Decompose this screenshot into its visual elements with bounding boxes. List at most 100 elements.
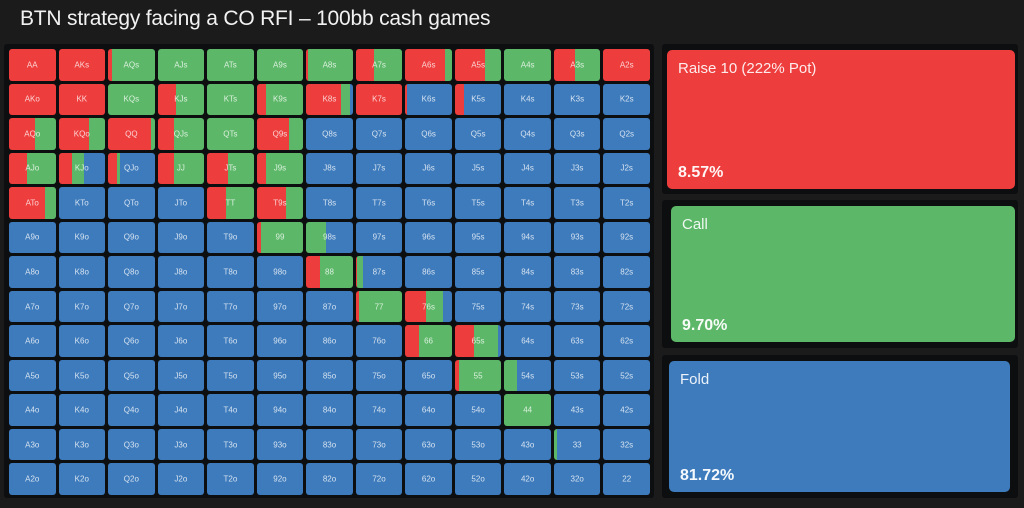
hand-cell[interactable]: A3s — [553, 49, 601, 81]
hand-cell[interactable]: QQ — [108, 118, 155, 150]
hand-cell[interactable]: AQs — [108, 49, 155, 81]
hand-cell[interactable]: 32o — [553, 463, 601, 495]
hand-cell[interactable]: Q3s — [553, 118, 601, 150]
hand-cell[interactable]: KTo — [58, 187, 106, 219]
hand-cell[interactable]: 64o — [405, 394, 452, 426]
hand-cell[interactable]: Q5s — [454, 118, 502, 150]
hand-cell[interactable]: 95s — [454, 221, 502, 254]
hand-cell[interactable]: J5s — [454, 152, 502, 185]
hand-cell[interactable]: AQo — [9, 118, 56, 150]
hand-cell[interactable]: T4o — [207, 394, 254, 426]
hand-cell[interactable]: 92o — [256, 463, 304, 495]
hand-cell[interactable]: 88 — [306, 256, 353, 288]
hand-cell[interactable]: QTs — [207, 118, 254, 150]
hand-cell[interactable]: T9o — [207, 221, 254, 254]
hand-cell[interactable]: T6s — [405, 187, 452, 219]
hand-cell[interactable]: 94o — [256, 394, 304, 426]
hand-cell[interactable]: KJo — [58, 152, 106, 185]
hand-cell[interactable]: Q4s — [504, 118, 551, 150]
hand-cell[interactable]: K3o — [58, 428, 106, 461]
hand-cell[interactable]: 54o — [454, 394, 502, 426]
hand-cell[interactable]: 87s — [355, 256, 403, 288]
hand-cell[interactable]: KQo — [58, 118, 106, 150]
hand-cell[interactable]: 44 — [504, 394, 551, 426]
hand-cell[interactable]: 32s — [603, 428, 650, 461]
hand-cell[interactable]: ATo — [9, 187, 56, 219]
hand-cell[interactable]: J4s — [504, 152, 551, 185]
hand-cell[interactable]: 42s — [603, 394, 650, 426]
hand-cell[interactable]: 42o — [504, 463, 551, 495]
hand-cell[interactable]: J8o — [157, 256, 205, 288]
hand-cell[interactable]: K8o — [58, 256, 106, 288]
hand-cell[interactable]: 55 — [454, 359, 502, 392]
hand-cell[interactable]: QJo — [108, 152, 155, 185]
hand-cell[interactable]: AKs — [58, 49, 106, 81]
hand-cell[interactable]: 63o — [405, 428, 452, 461]
hand-cell[interactable]: T9s — [256, 187, 304, 219]
hand-cell[interactable]: A4s — [504, 49, 551, 81]
hand-cell[interactable]: 73o — [355, 428, 403, 461]
hand-cell[interactable]: 97s — [355, 221, 403, 254]
hand-cell[interactable]: K8s — [306, 83, 353, 116]
hand-cell[interactable]: 82o — [306, 463, 353, 495]
hand-cell[interactable]: 99 — [256, 221, 304, 254]
hand-cell[interactable]: 43o — [504, 428, 551, 461]
hand-cell[interactable]: 93s — [553, 221, 601, 254]
hand-cell[interactable]: J7o — [157, 290, 205, 323]
hand-cell[interactable]: J2s — [603, 152, 650, 185]
hand-cell[interactable]: A9s — [256, 49, 304, 81]
hand-cell[interactable]: Q2o — [108, 463, 155, 495]
hand-cell[interactable]: KK — [58, 83, 106, 116]
hand-cell[interactable]: K7o — [58, 290, 106, 323]
hand-cell[interactable]: A6o — [9, 325, 56, 357]
hand-cell[interactable]: 82s — [603, 256, 650, 288]
hand-cell[interactable]: T5o — [207, 359, 254, 392]
hand-cell[interactable]: K9s — [256, 83, 304, 116]
hand-cell[interactable]: QTo — [108, 187, 155, 219]
hand-cell[interactable]: J8s — [306, 152, 353, 185]
hand-cell[interactable]: 97o — [256, 290, 304, 323]
hand-cell[interactable]: Q8s — [306, 118, 353, 150]
hand-cell[interactable]: J9o — [157, 221, 205, 254]
hand-cell[interactable]: Q3o — [108, 428, 155, 461]
hand-cell[interactable]: T2s — [603, 187, 650, 219]
hand-cell[interactable]: T3s — [553, 187, 601, 219]
hand-cell[interactable]: J3o — [157, 428, 205, 461]
hand-cell[interactable]: Q4o — [108, 394, 155, 426]
hand-cell[interactable]: 62o — [405, 463, 452, 495]
hand-cell[interactable]: 53s — [553, 359, 601, 392]
hand-cell[interactable]: AKo — [9, 83, 56, 116]
hand-cell[interactable]: K5s — [454, 83, 502, 116]
hand-cell[interactable]: 22 — [603, 463, 650, 495]
hand-cell[interactable]: KTs — [207, 83, 254, 116]
hand-cell[interactable]: K4o — [58, 394, 106, 426]
hand-cell[interactable]: 84o — [306, 394, 353, 426]
hand-cell[interactable]: QJs — [157, 118, 205, 150]
hand-cell[interactable]: 85o — [306, 359, 353, 392]
hand-cell[interactable]: J4o — [157, 394, 205, 426]
hand-cell[interactable]: 52s — [603, 359, 650, 392]
hand-cell[interactable]: K2o — [58, 463, 106, 495]
hand-cell[interactable]: T3o — [207, 428, 254, 461]
action-fold[interactable]: Fold 81.72% — [669, 361, 1010, 492]
hand-cell[interactable]: A7o — [9, 290, 56, 323]
hand-cell[interactable]: 65s — [454, 325, 502, 357]
hand-cell[interactable]: Q7s — [355, 118, 403, 150]
hand-cell[interactable]: K2s — [603, 83, 650, 116]
hand-cell[interactable]: KJs — [157, 83, 205, 116]
hand-cell[interactable]: J6s — [405, 152, 452, 185]
hand-cell[interactable]: A6s — [405, 49, 452, 81]
hand-cell[interactable]: J2o — [157, 463, 205, 495]
hand-cell[interactable]: 76o — [355, 325, 403, 357]
hand-cell[interactable]: T2o — [207, 463, 254, 495]
hand-cell[interactable]: K3s — [553, 83, 601, 116]
hand-cell[interactable]: 52o — [454, 463, 502, 495]
hand-cell[interactable]: TT — [207, 187, 254, 219]
hand-cell[interactable]: 93o — [256, 428, 304, 461]
hand-cell[interactable]: AJo — [9, 152, 56, 185]
hand-cell[interactable]: AA — [9, 49, 56, 81]
hand-cell[interactable]: 72s — [603, 290, 650, 323]
hand-cell[interactable]: K9o — [58, 221, 106, 254]
hand-cell[interactable]: 63s — [553, 325, 601, 357]
hand-cell[interactable]: Q5o — [108, 359, 155, 392]
